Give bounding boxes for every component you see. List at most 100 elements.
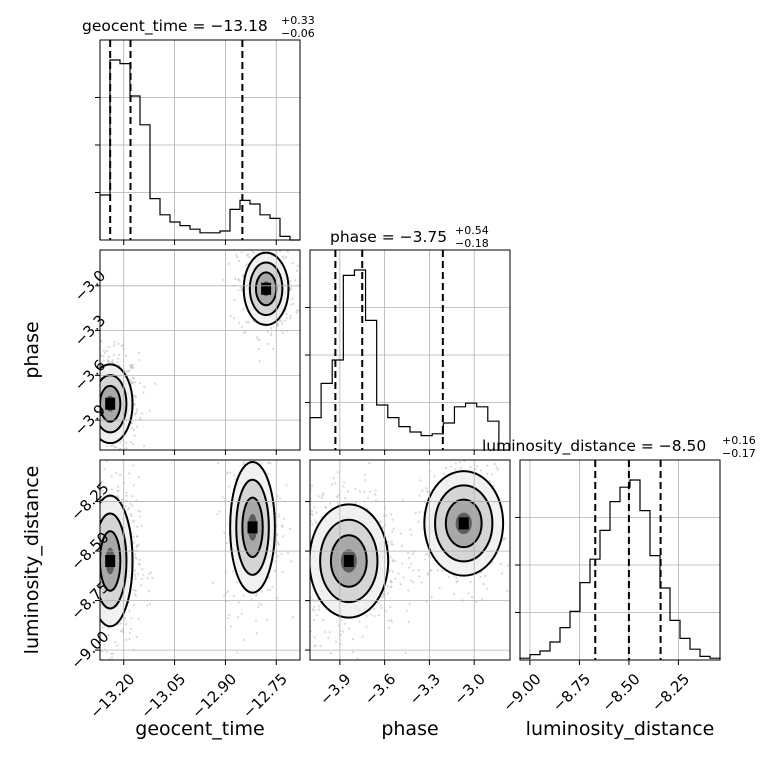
- sample-point: [266, 472, 269, 475]
- sample-point: [281, 322, 284, 326]
- sample-point: [444, 466, 448, 470]
- sample-point: [90, 620, 92, 622]
- title-luminosity-distance-minus: −0.17: [722, 447, 756, 460]
- sample-point: [105, 349, 109, 352]
- sample-point: [108, 345, 111, 349]
- x-tick-label: −9.00: [499, 670, 544, 715]
- sample-point: [504, 537, 507, 540]
- sample-point: [96, 568, 98, 570]
- sample-point: [255, 244, 257, 246]
- sample-point: [132, 442, 135, 446]
- sample-point: [97, 387, 99, 389]
- sample-point: [85, 406, 87, 408]
- sample-point: [222, 278, 225, 281]
- sample-point: [233, 299, 236, 302]
- sample-point: [242, 638, 245, 641]
- sample-point: [245, 451, 247, 453]
- sample-point: [337, 494, 340, 497]
- sample-point: [110, 488, 114, 491]
- sample-point: [128, 506, 131, 509]
- histogram-luminosity_distance: [519, 479, 721, 660]
- sample-point: [387, 541, 390, 544]
- sample-point: [446, 440, 448, 442]
- sample-point: [302, 555, 304, 557]
- sample-point: [382, 595, 385, 598]
- x-tick-label: −3.9: [316, 670, 354, 708]
- sample-point: [96, 433, 98, 435]
- sample-point: [291, 616, 294, 619]
- sample-point: [391, 530, 394, 533]
- sample-point: [133, 402, 136, 405]
- sample-point: [105, 650, 108, 654]
- sample-point: [486, 587, 489, 590]
- sample-point: [290, 560, 293, 563]
- sample-point: [97, 575, 99, 577]
- sample-point: [280, 552, 283, 556]
- sample-point: [96, 428, 98, 430]
- sample-point: [411, 553, 414, 556]
- sample-point: [409, 562, 413, 565]
- sample-point: [314, 519, 317, 522]
- sample-point: [320, 496, 324, 499]
- sample-point: [245, 456, 247, 458]
- sample-point: [420, 581, 423, 584]
- sample-point: [259, 462, 263, 466]
- sample-point: [136, 535, 139, 538]
- sample-point: [427, 573, 430, 577]
- sample-point: [77, 466, 79, 468]
- sample-point: [380, 606, 383, 610]
- sample-point: [455, 576, 458, 579]
- sample-point: [112, 444, 115, 447]
- sample-point: [283, 257, 286, 260]
- sample-point: [113, 341, 116, 344]
- sample-point: [148, 572, 151, 576]
- sample-point: [363, 672, 365, 674]
- sample-point: [495, 466, 498, 469]
- sample-point: [132, 394, 135, 398]
- sample-point: [92, 570, 94, 572]
- contour-line: [235, 478, 270, 576]
- sample-point: [364, 478, 367, 482]
- sample-point: [493, 462, 497, 466]
- sample-point: [329, 652, 332, 655]
- sample-point: [137, 617, 140, 620]
- sample-point: [499, 562, 502, 566]
- sample-point: [281, 571, 284, 574]
- sample-point: [288, 246, 290, 248]
- sample-point: [289, 314, 293, 317]
- x-axis-label-phase: phase: [381, 718, 438, 740]
- scatter-panel-phase-luminosity_distance: [302, 438, 510, 674]
- sample-point: [305, 568, 307, 570]
- sample-point: [430, 568, 433, 572]
- sample-point: [447, 575, 450, 579]
- sample-point: [132, 588, 135, 592]
- hist-panel-luminosity_distance: [515, 460, 721, 665]
- sample-point: [82, 539, 84, 541]
- sample-point: [246, 254, 249, 257]
- sample-point: [450, 438, 452, 440]
- frame-geocent_time-phase: [99, 249, 301, 451]
- sample-point: [490, 473, 493, 476]
- sample-point: [394, 577, 397, 580]
- sample-point: [132, 603, 136, 606]
- sample-point: [129, 378, 133, 382]
- sample-point: [97, 556, 99, 558]
- sample-point: [368, 490, 372, 493]
- sample-point: [94, 513, 96, 515]
- sample-point: [89, 436, 91, 438]
- sample-point: [388, 568, 391, 572]
- sample-point: [409, 528, 412, 531]
- sample-point: [132, 428, 136, 431]
- sample-point: [111, 361, 115, 364]
- sample-point: [343, 667, 345, 669]
- sample-point: [397, 572, 400, 575]
- sample-point: [240, 612, 243, 615]
- sample-point: [211, 581, 214, 584]
- sample-point: [146, 604, 149, 607]
- sample-point: [233, 474, 236, 477]
- sample-point: [373, 615, 376, 618]
- sample-point: [229, 471, 232, 474]
- sample-point: [72, 493, 74, 495]
- sample-point: [221, 496, 224, 499]
- sample-point: [143, 385, 146, 389]
